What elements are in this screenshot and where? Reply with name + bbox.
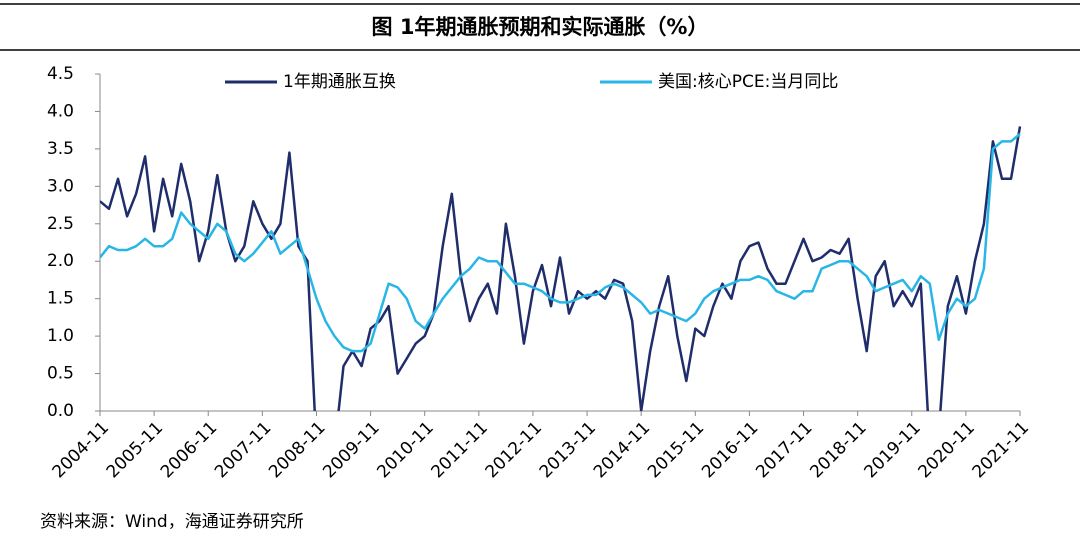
legend-label: 1年期通胀互换 [283, 72, 396, 92]
x-tick-label: 2021-11 [969, 418, 1033, 482]
chart-title: 图 1年期通胀预期和实际通胀（%） [372, 15, 709, 39]
x-tick-label: 2015-11 [644, 418, 708, 482]
series-line [100, 132, 1021, 353]
y-tick-label: 2.5 [47, 214, 74, 234]
x-tick-label: 2010-11 [373, 418, 437, 482]
x-tick-label: 2007-11 [211, 418, 275, 482]
y-tick-label: 3.0 [47, 176, 74, 196]
x-tick-label: 2011-11 [428, 418, 492, 482]
y-tick-label: 0.5 [47, 364, 74, 384]
x-tick-label: 2008-11 [265, 418, 329, 482]
x-tick-label: 2005-11 [103, 418, 167, 482]
x-tick-label: 2004-11 [49, 418, 113, 482]
x-tick-label: 2016-11 [698, 418, 762, 482]
x-tick-label: 2017-11 [752, 418, 816, 482]
y-tick-label: 1.5 [47, 289, 74, 309]
y-tick-label: 1.0 [47, 326, 74, 346]
y-tick-label: 2.0 [47, 251, 74, 271]
series-line [100, 126, 1022, 411]
x-tick-label: 2013-11 [536, 418, 600, 482]
x-tick-label: 2009-11 [319, 418, 383, 482]
x-tick-label: 2014-11 [590, 418, 654, 482]
x-tick-label: 2012-11 [482, 418, 546, 482]
x-tick-label: 2006-11 [157, 418, 221, 482]
y-tick-label: 3.5 [47, 139, 74, 159]
source: 资料来源：Wind，海通证券研究所 [40, 512, 304, 532]
y-tick-label: 4.0 [47, 101, 74, 121]
legend-label: 美国:核心PCE:当月同比 [658, 72, 838, 92]
x-tick-label: 2020-11 [915, 418, 979, 482]
y-tick-label: 0.0 [47, 401, 74, 421]
plot-area [100, 126, 1022, 411]
y-tick-label: 4.5 [47, 64, 74, 84]
x-tick-label: 2019-11 [860, 418, 924, 482]
x-tick-label: 2018-11 [806, 418, 870, 482]
